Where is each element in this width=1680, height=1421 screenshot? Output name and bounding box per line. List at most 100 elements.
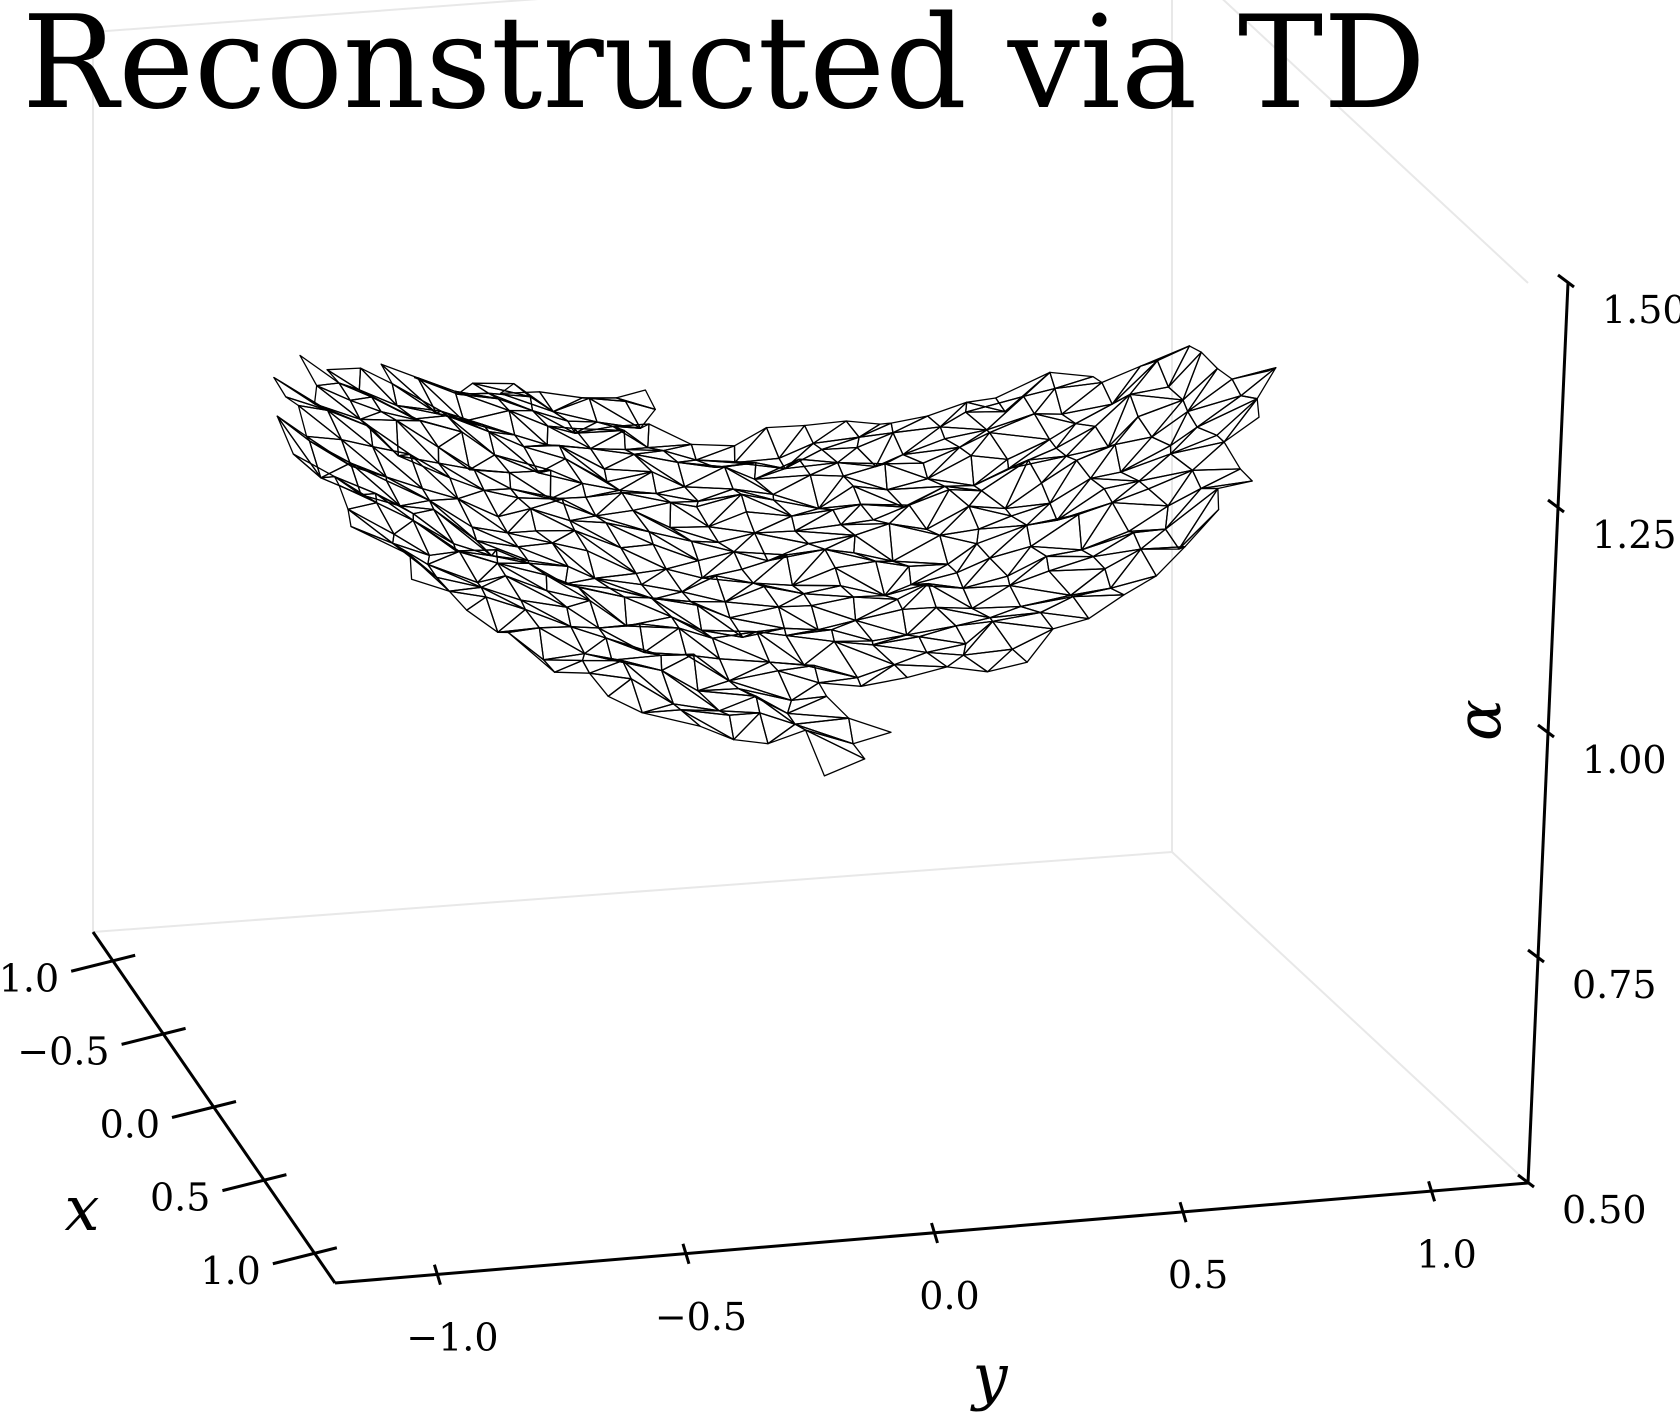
surface-triangle-280 <box>1007 438 1057 470</box>
surface-triangle-812 <box>804 729 866 760</box>
x-tick-2 <box>171 1100 237 1119</box>
surface-triangle-17 <box>624 400 656 429</box>
surface-triangle-768 <box>893 651 948 668</box>
y-tick-2 <box>930 1222 939 1244</box>
surface-triangle-713 <box>466 596 499 633</box>
chart-title: Reconstructed via TD <box>22 0 1426 138</box>
surface-triangle-623 <box>1128 505 1169 533</box>
surface-triangle-238 <box>1101 365 1141 405</box>
surface-triangle-800 <box>786 695 850 719</box>
surface-triangle-477 <box>1049 477 1092 521</box>
surface-triangle-419 <box>888 522 941 536</box>
surface-triangle-0 <box>499 382 554 413</box>
x-tick-1 <box>121 1026 186 1046</box>
y-tick-4 <box>1427 1180 1437 1202</box>
surface-triangle-796 <box>718 695 761 714</box>
surface-triangle-225 <box>842 463 888 491</box>
surface-triangle-700 <box>955 617 994 627</box>
surface-triangle-45 <box>326 367 362 391</box>
surface-triangle-193 <box>1054 375 1103 390</box>
surface-triangle-568 <box>956 557 991 589</box>
surface-triangle-69 <box>778 424 814 459</box>
surface-triangle-310 <box>669 526 720 544</box>
surface-triangle-803 <box>680 709 735 741</box>
surface-triangle-359 <box>690 540 735 553</box>
surface-triangle-642 <box>626 616 680 629</box>
surface-triangle-278 <box>973 458 1010 487</box>
surface-triangle-789 <box>588 672 632 697</box>
x-tick-3 <box>222 1173 287 1193</box>
surface-triangle-301 <box>517 497 563 510</box>
surface-triangle-457 <box>665 568 703 593</box>
surface-triangle-811 <box>804 729 866 777</box>
surface-triangle-436 <box>1231 367 1277 397</box>
surface-triangle-668 <box>1140 528 1180 550</box>
surface-triangle-609 <box>854 598 904 622</box>
surface-triangle-810 <box>848 717 892 745</box>
surface-triangle-773 <box>1011 628 1054 663</box>
surface-triangle-286 <box>1129 359 1170 396</box>
surface-triangle-277 <box>970 454 1009 487</box>
surface-triangle-482 <box>1120 444 1172 473</box>
surface-triangle-662 <box>1009 570 1072 596</box>
surface-triangle-581 <box>1191 441 1241 471</box>
surface-triangle-314 <box>753 515 796 534</box>
surface-triangle-372 <box>948 488 983 507</box>
surface-triangle-156 <box>380 410 421 422</box>
surface-triangle-576 <box>1111 501 1169 533</box>
surface-triangle-734 <box>872 644 928 666</box>
surface-triangle-775 <box>542 659 584 673</box>
y-tick-label-1: −0.5 <box>655 1295 747 1339</box>
surface-triangle-175 <box>723 466 774 496</box>
surface-triangle-111 <box>299 354 340 387</box>
surface-triangle-64 <box>690 443 736 461</box>
surface-triangle-246 <box>369 426 411 457</box>
surface-triangle-535 <box>1223 398 1260 443</box>
surface-triangle-260 <box>632 501 672 529</box>
surface-triangle-74 <box>326 369 360 391</box>
surface-triangle-517 <box>883 565 912 597</box>
surface-triangle-745 <box>1072 587 1125 598</box>
surface-triangle-772 <box>986 648 1028 673</box>
surface-triangle-154 <box>349 399 382 420</box>
surface-triangle-801 <box>641 709 701 727</box>
surface-triangle-744 <box>1072 594 1125 620</box>
surface-triangle-185 <box>902 438 961 456</box>
surface-triangle-452 <box>551 542 596 579</box>
y-tick-label-4: 1.0 <box>1416 1232 1476 1276</box>
surface-triangle-608 <box>852 596 899 622</box>
surface-triangle-628 <box>350 525 411 556</box>
surface-triangle-676 <box>480 586 527 611</box>
surface-triangle-403 <box>574 529 637 575</box>
surface-triangle-331 <box>1094 393 1131 448</box>
pane-edge-1 <box>1171 851 1529 1184</box>
surface-triangle-262 <box>669 501 710 528</box>
surface-triangle-639 <box>589 599 628 629</box>
surface-triangle-351 <box>529 507 576 532</box>
y-tick-1 <box>681 1243 691 1265</box>
surface-triangle-521 <box>956 543 991 574</box>
surface-triangle-422 <box>968 505 1012 530</box>
surface-triangle-7 <box>615 389 656 411</box>
surface-triangle-461 <box>741 554 788 584</box>
y-tick-label-2: 0.0 <box>919 1274 979 1318</box>
surface-triangle-233 <box>988 413 1051 441</box>
pane-edge-4 <box>1222 0 1529 284</box>
surface-triangle-615 <box>962 575 1011 589</box>
surface-triangle-664 <box>1048 555 1106 572</box>
surface-triangle-760 <box>728 670 793 702</box>
surface-triangle-374 <box>980 459 1029 510</box>
surface-triangle-679 <box>566 606 600 629</box>
x-axis-label: x <box>65 1172 100 1245</box>
surface-triangle-591 <box>496 562 548 592</box>
surface-triangle-387 <box>276 415 322 479</box>
x-tick-label-1: −0.5 <box>17 1029 109 1073</box>
surface-triangle-139 <box>821 446 858 464</box>
surface-triangle-607 <box>810 596 857 622</box>
surface-triangle-363 <box>753 530 810 545</box>
surface-triangle-208 <box>549 469 583 500</box>
surface-triangle-109 <box>966 397 1006 413</box>
z-tick-0 <box>1517 1173 1535 1189</box>
surface-triangle-267 <box>772 499 820 517</box>
